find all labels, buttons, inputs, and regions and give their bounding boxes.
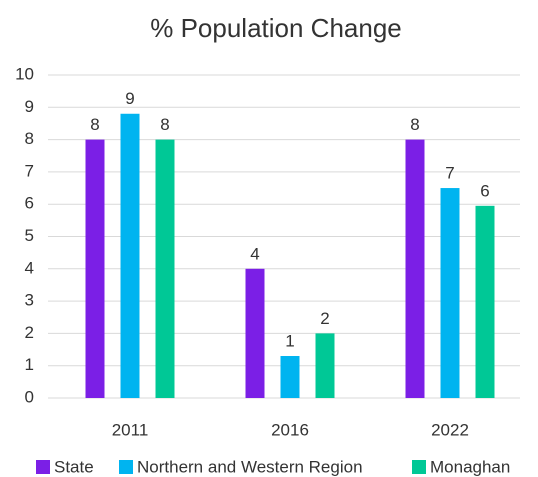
bar (155, 139, 175, 398)
y-tick-label: 6 (25, 194, 34, 213)
y-tick-label: 1 (25, 355, 34, 374)
bar (405, 139, 425, 398)
bar (245, 268, 265, 398)
y-tick-label: 3 (25, 291, 34, 310)
data-label: 8 (410, 115, 419, 134)
y-tick-label: 9 (25, 97, 34, 116)
data-label: 7 (445, 164, 454, 183)
bar (315, 333, 335, 398)
data-label: 2 (320, 309, 329, 328)
legend-label: Monaghan (430, 457, 510, 476)
bar (85, 139, 105, 398)
legend-swatch (412, 460, 426, 474)
bar (440, 188, 460, 398)
y-tick-label: 5 (25, 226, 34, 245)
data-label: 9 (125, 89, 134, 108)
bar (120, 113, 140, 398)
y-tick-label: 8 (25, 129, 34, 148)
bar (475, 205, 495, 398)
y-tick-label: 10 (15, 64, 34, 83)
y-tick-label: 0 (25, 387, 34, 406)
x-tick-label: 2011 (112, 420, 149, 439)
legend-label: Northern and Western Region (137, 457, 363, 476)
x-tick-label: 2022 (431, 420, 469, 439)
y-tick-label: 2 (25, 323, 34, 342)
y-tick-label: 7 (25, 161, 34, 180)
x-tick-label: 2016 (271, 420, 309, 439)
chart-title: % Population Change (150, 13, 402, 43)
data-label: 4 (250, 244, 259, 263)
legend-swatch (36, 460, 50, 474)
data-label: 8 (90, 115, 99, 134)
legend-swatch (119, 460, 133, 474)
data-label: 6 (480, 181, 489, 200)
legend-label: State (54, 457, 94, 476)
data-label: 8 (160, 115, 169, 134)
data-label: 1 (285, 331, 294, 350)
y-tick-label: 4 (25, 258, 34, 277)
bar (280, 356, 300, 398)
